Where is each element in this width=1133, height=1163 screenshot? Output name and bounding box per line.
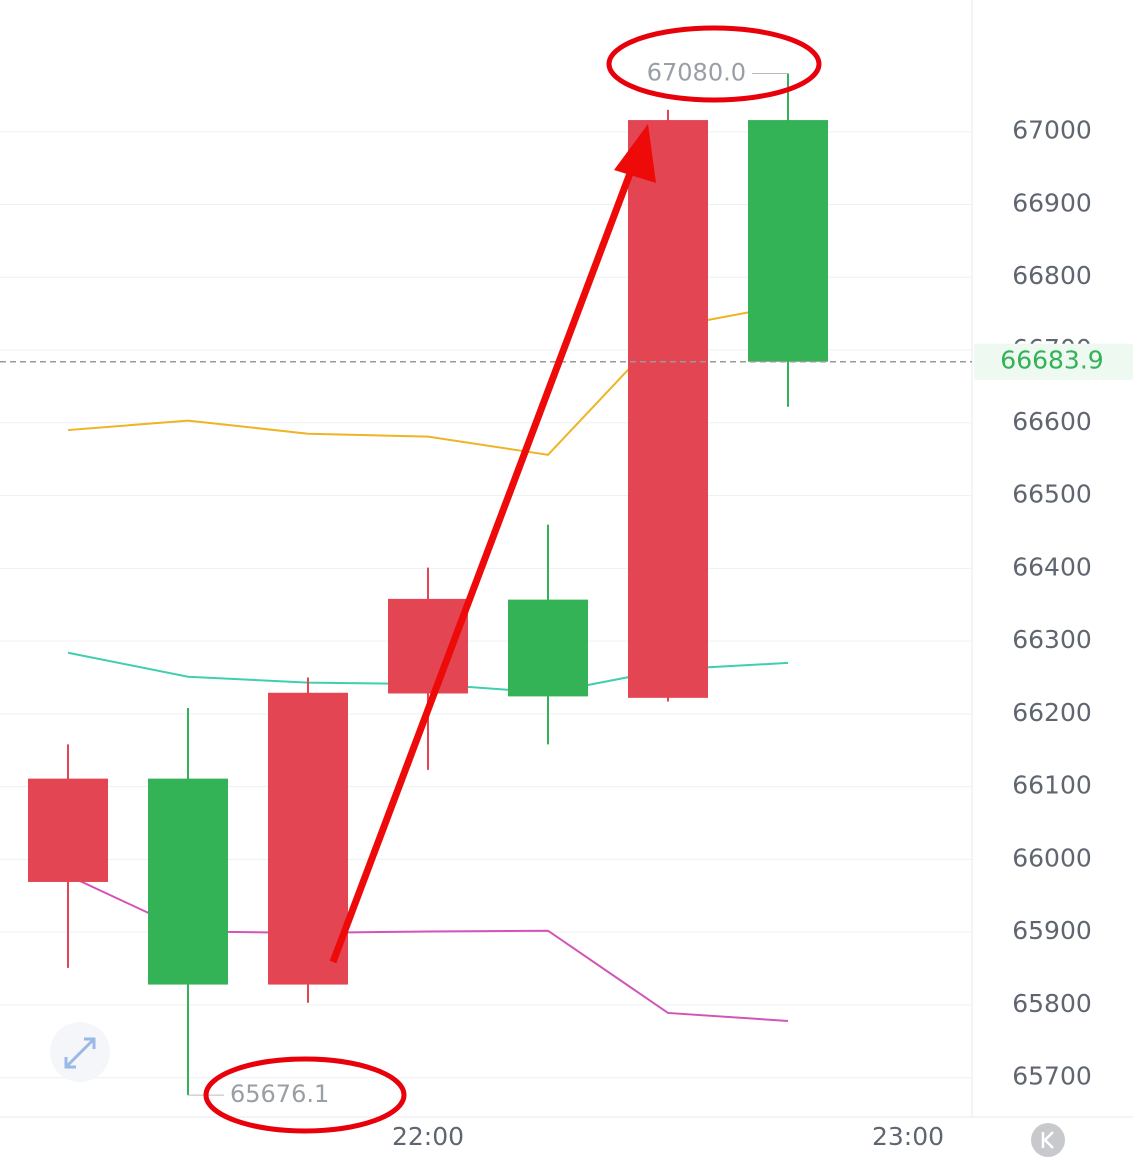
arrow-head xyxy=(614,124,656,183)
highlight-ellipse xyxy=(606,25,822,103)
candle-body xyxy=(388,598,468,694)
k-button[interactable] xyxy=(1031,1123,1065,1157)
y-tick-label: 65900 xyxy=(1012,916,1092,945)
min-label: 65676.1 xyxy=(230,1080,329,1108)
y-tick-label: 66100 xyxy=(1012,771,1092,800)
y-tick-label: 65800 xyxy=(1012,989,1092,1018)
k-icon[interactable] xyxy=(1041,1131,1054,1149)
candle-body xyxy=(628,120,708,698)
candle-body xyxy=(28,778,108,882)
y-tick-label: 66500 xyxy=(1012,480,1092,509)
arrow xyxy=(329,166,636,964)
y-tick-label: 67000 xyxy=(1012,116,1092,145)
y-tick-label: 66600 xyxy=(1012,407,1092,436)
button-bg[interactable] xyxy=(1031,1123,1065,1157)
y-tick-label: 66000 xyxy=(1012,843,1092,872)
plot: 65700 65800 65900 66000 66100 66200 66300 66400… xyxy=(0,58,1133,1151)
y-tick-label: 66300 xyxy=(1012,625,1092,654)
expand-button[interactable] xyxy=(50,1022,110,1082)
x-tick-label: 23:00 xyxy=(872,1122,944,1151)
expand-icon[interactable] xyxy=(64,1037,96,1069)
y-tick-label: 66900 xyxy=(1012,188,1092,217)
candle-body xyxy=(748,120,828,362)
x-tick-label: 22:00 xyxy=(392,1122,464,1151)
y-tick-label: 65700 xyxy=(1012,1062,1092,1091)
max-label: 67080.0 xyxy=(647,58,746,86)
candle-body xyxy=(268,692,348,985)
candle-body xyxy=(508,599,588,697)
y-tick-label: 66800 xyxy=(1012,261,1092,290)
last-price-tag xyxy=(974,343,1133,380)
highlight-ellipse xyxy=(203,1056,407,1134)
last-price-label: 66683.9 xyxy=(1000,346,1103,375)
y-tick-label: 66400 xyxy=(1012,552,1092,581)
y-tick-label: 66200 xyxy=(1012,698,1092,727)
candle-body xyxy=(148,778,228,985)
